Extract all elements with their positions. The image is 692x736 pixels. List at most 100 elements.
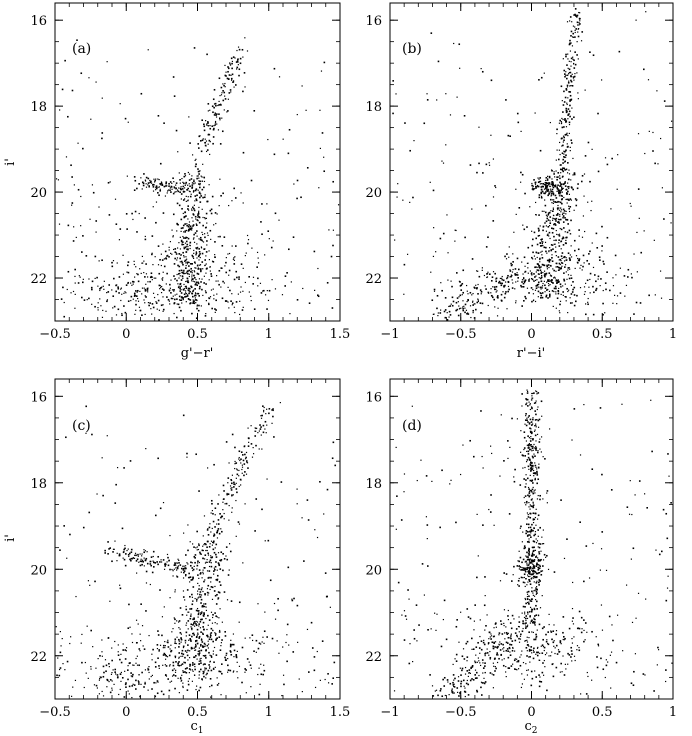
panel-d-point — [516, 565, 519, 567]
panel-c-point — [227, 669, 230, 671]
panel-a-point — [227, 286, 229, 288]
panel-a-point — [192, 206, 194, 209]
panel-c-point — [149, 560, 152, 563]
panel-d-point — [522, 567, 525, 569]
panel-c-point — [112, 669, 114, 671]
panel-c-point — [262, 424, 265, 427]
panel-b-point — [540, 191, 543, 194]
panel-c-point — [108, 548, 110, 550]
panel-c-point — [263, 669, 266, 672]
panel-c-point — [224, 635, 227, 637]
panel-c-point — [219, 584, 222, 586]
panel-a-point — [195, 302, 197, 304]
panel-a-point — [187, 270, 189, 272]
panel-c-point — [140, 560, 142, 562]
panel-a-point — [229, 64, 232, 66]
panel-b-point — [574, 73, 576, 75]
panel-a-point — [184, 223, 186, 225]
panel-b-point — [561, 126, 564, 129]
panel-d-point — [518, 568, 521, 570]
panel-c-point — [202, 626, 204, 628]
panel-b-point — [576, 54, 578, 56]
panel-b-point — [490, 134, 492, 136]
panel-b-point — [566, 236, 568, 239]
panel-a-point — [227, 70, 229, 73]
panel-c-point — [255, 639, 258, 642]
panel-b-point — [522, 286, 525, 288]
panel-d-point — [466, 660, 468, 662]
panel-a-point — [148, 185, 150, 188]
panel-b-ytick-label-3: 22 — [365, 272, 382, 287]
panel-b-point — [571, 142, 573, 144]
panel-b-point — [571, 85, 574, 87]
panel-c-point — [217, 597, 220, 599]
panel-a-point — [59, 109, 61, 111]
panel-b-point — [508, 246, 510, 248]
panel-a-point — [179, 236, 181, 238]
panel-c-point — [191, 680, 193, 682]
panel-d-point — [533, 566, 536, 568]
panel-b-point — [562, 58, 564, 60]
panel-c-point — [257, 647, 260, 650]
panel-c-point — [184, 599, 186, 601]
panel-c-point — [107, 637, 110, 639]
panel-d-point — [539, 448, 541, 450]
panel-c-point — [281, 694, 283, 697]
panel-b-point — [432, 189, 435, 192]
panel-b-point — [514, 268, 517, 270]
panel-b-point — [578, 235, 580, 237]
panel-c-point — [158, 650, 160, 652]
panel-c-point — [195, 453, 197, 456]
panel-a-point — [239, 62, 242, 65]
panel-d-point — [522, 605, 525, 608]
panel-a-point — [189, 195, 192, 198]
panel-a-point — [337, 204, 340, 206]
panel-a-point — [198, 183, 200, 185]
panel-c-point — [274, 618, 277, 620]
panel-b-point — [432, 313, 434, 315]
panel-c-point — [173, 568, 175, 570]
panel-b-points — [392, 8, 673, 321]
panel-b-point — [480, 312, 482, 314]
panel-a-point — [80, 195, 82, 198]
panel-d-point — [527, 553, 530, 555]
panel-a-point — [267, 299, 270, 302]
panel-b-point — [567, 135, 569, 137]
panel-b-point — [570, 42, 572, 44]
panel-c-point — [214, 632, 216, 634]
panel-c-point — [208, 576, 210, 579]
panel-a-point — [231, 304, 233, 306]
panel-a-point — [115, 314, 118, 316]
panel-d-point — [533, 469, 535, 472]
panel-b-point — [531, 230, 533, 232]
panel-b-point — [523, 228, 526, 231]
panel-b-point — [555, 262, 558, 265]
panel-b-point — [568, 121, 571, 124]
panel-b-point — [566, 198, 568, 200]
panel-c-point — [263, 406, 265, 409]
panel-b-point — [544, 284, 546, 287]
panel-a-point — [153, 277, 155, 279]
panel-a-point — [143, 173, 145, 175]
panel-a-point — [152, 184, 154, 186]
panel-b-point — [552, 208, 555, 210]
panel-a-point — [180, 254, 182, 256]
panel-b-point — [546, 265, 549, 268]
panel-c-point — [220, 516, 222, 519]
panel-c-point — [184, 656, 186, 659]
panel-c-point — [220, 642, 223, 644]
panel-b-point — [554, 250, 557, 253]
panel-a-point — [242, 202, 244, 204]
panel-c-point — [88, 511, 91, 514]
panel-d-point — [528, 415, 530, 417]
panel-c-point — [194, 649, 197, 651]
panel-c-point — [258, 448, 260, 450]
panel-b-point — [552, 248, 554, 250]
panel-c-point — [234, 467, 236, 470]
panel-c-point — [93, 684, 96, 686]
panel-a-point — [183, 247, 186, 250]
panel-a-point — [134, 276, 136, 278]
panel-c-point — [119, 658, 121, 661]
panel-c-point — [245, 451, 248, 454]
panel-c-point — [142, 645, 144, 647]
